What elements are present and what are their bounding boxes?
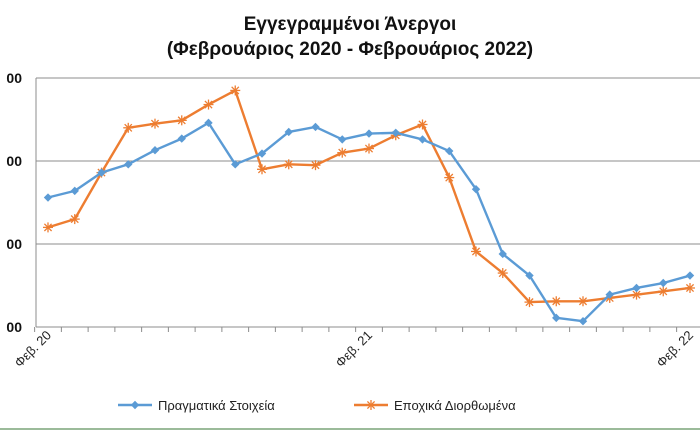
data-point — [418, 135, 427, 144]
data-point-stroke — [284, 160, 293, 169]
y-tick-label: 00 — [6, 319, 22, 335]
data-point-stroke — [364, 144, 374, 153]
data-point-stroke — [124, 123, 133, 132]
data-point-stroke — [43, 223, 53, 232]
data-point — [338, 135, 347, 144]
data-point — [498, 249, 507, 259]
data-point — [130, 400, 140, 410]
data-point — [364, 129, 374, 138]
data-point — [552, 313, 561, 323]
data-point — [311, 122, 320, 132]
data-point — [471, 246, 481, 257]
data-point — [204, 118, 213, 128]
data-point — [632, 283, 641, 293]
y-tick-label: 00 — [6, 236, 22, 252]
data-point — [444, 172, 455, 183]
data-point-stroke — [552, 297, 561, 306]
x-tick-label: Φεβ. 22 — [653, 328, 696, 371]
data-point-stroke — [632, 290, 641, 299]
data-point-stroke — [418, 120, 427, 129]
data-point — [231, 160, 240, 169]
data-point — [578, 296, 588, 307]
data-point — [124, 160, 133, 169]
chart-subtitle: (Φεβρουάριος 2020 - Φεβρουάριος 2022) — [166, 39, 534, 60]
data-point-stroke — [70, 215, 79, 224]
data-point-stroke — [525, 298, 534, 307]
data-point — [43, 193, 53, 202]
data-point-stroke — [445, 173, 454, 182]
data-point — [337, 147, 348, 158]
data-point-stroke — [471, 247, 481, 256]
chart-title: Εγγεγραμμένοι Άνεργοι — [243, 14, 457, 35]
data-point — [685, 282, 695, 293]
data-point — [283, 159, 294, 170]
data-point — [391, 128, 400, 137]
data-point — [525, 271, 534, 280]
data-point-stroke — [204, 100, 213, 109]
data-point-stroke — [685, 283, 695, 293]
y-tick-label: 00 — [6, 153, 22, 169]
data-point — [70, 186, 79, 196]
data-point-stroke — [578, 297, 588, 306]
data-point — [43, 222, 53, 233]
data-point — [177, 134, 186, 143]
data-point — [366, 400, 376, 410]
data-point — [445, 146, 454, 156]
data-point — [284, 127, 293, 137]
data-point — [150, 118, 160, 129]
data-point — [551, 296, 562, 307]
data-point — [203, 99, 214, 110]
data-point — [310, 160, 321, 171]
data-point — [524, 297, 535, 308]
data-point-stroke — [659, 287, 668, 296]
data-point-stroke — [231, 86, 240, 95]
data-point — [417, 119, 428, 130]
x-tick-label: Φεβ. 21 — [332, 328, 375, 371]
data-point-stroke — [311, 161, 320, 170]
data-point — [150, 146, 160, 155]
legend-label: Πραγματικά Στοιχεία — [158, 398, 275, 413]
data-point-stroke — [150, 119, 160, 128]
data-point — [364, 143, 374, 154]
data-point — [578, 316, 588, 326]
data-point — [497, 268, 508, 279]
y-tick-label: 00 — [6, 70, 22, 86]
series-line — [47, 89, 691, 304]
data-point — [471, 185, 481, 194]
data-point-stroke — [257, 165, 267, 174]
data-point-stroke — [338, 148, 347, 157]
data-point — [123, 122, 134, 133]
data-point — [658, 286, 669, 297]
data-point — [659, 278, 668, 288]
data-point-stroke — [498, 268, 507, 278]
data-point — [230, 85, 241, 96]
legend-label: Εποχικά Διορθωμένα — [394, 398, 516, 413]
data-point — [685, 271, 695, 280]
data-point — [257, 164, 267, 175]
data-point — [97, 168, 106, 177]
data-point — [176, 115, 187, 126]
data-point-stroke — [366, 400, 376, 410]
data-point — [69, 214, 80, 225]
data-point — [257, 149, 267, 158]
data-point-stroke — [177, 116, 186, 125]
data-point — [605, 290, 614, 299]
